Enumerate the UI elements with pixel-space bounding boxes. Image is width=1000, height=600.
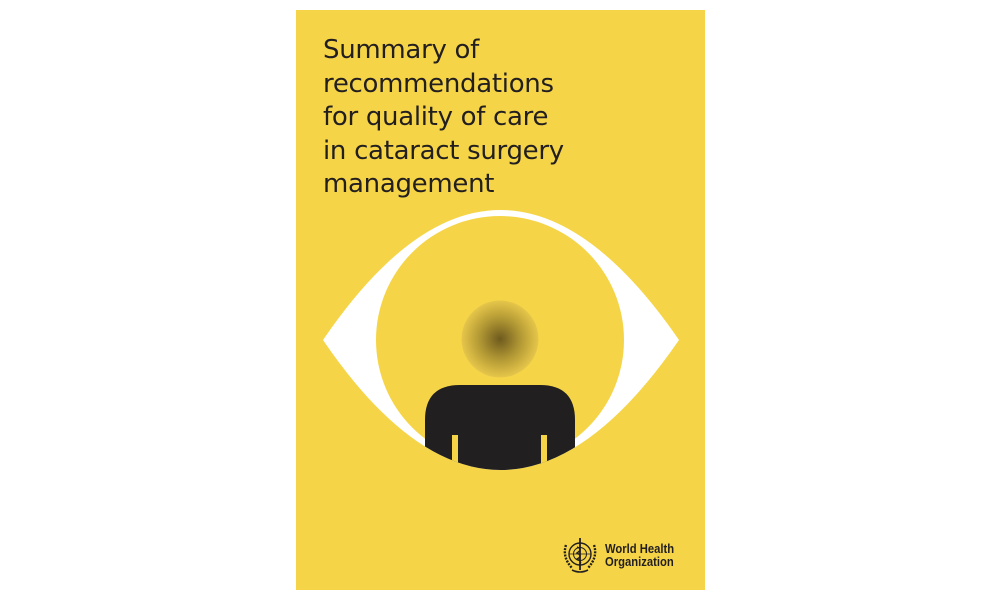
who-emblem-icon [563,538,597,573]
title-line: recommendations [323,68,554,99]
publisher-name: World Health Organization [605,543,674,569]
title-line: for quality of care [323,102,549,132]
person-arm-line [452,435,458,470]
publisher-name-line: World Health [605,542,675,556]
who-logo: World Health Organization [560,537,682,575]
document-title: Summary of recommendations for quality o… [323,34,564,202]
person-head-icon [461,300,539,378]
person-arm-line [541,435,547,470]
person-body-icon [425,385,575,470]
publisher-name-line: Organization [605,555,674,569]
title-line: in cataract surgery [323,135,564,166]
title-line: Summary of [323,35,479,65]
title-line: management [323,169,495,199]
